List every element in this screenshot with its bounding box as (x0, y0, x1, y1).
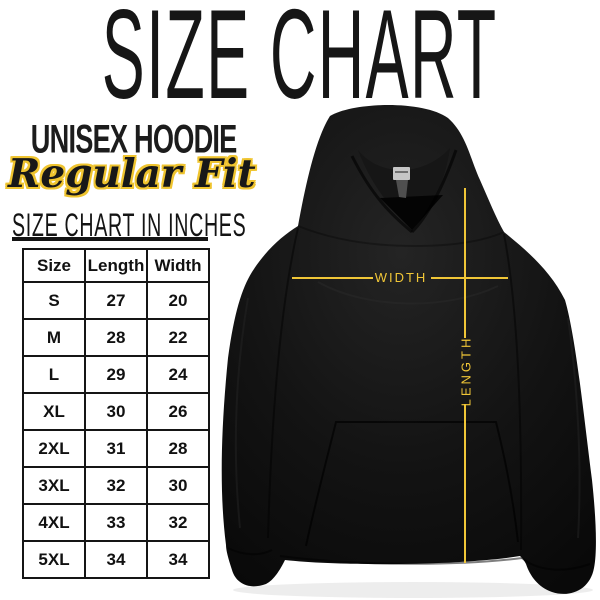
cell-size: XL (22, 392, 86, 431)
cell-size: L (22, 355, 86, 394)
cell-length: 27 (84, 281, 148, 320)
right-sleeve-fold (567, 317, 581, 539)
cell-size: 2XL (22, 429, 86, 468)
table-row: 3XL 32 30 (22, 466, 210, 505)
ground-shadow (233, 582, 593, 598)
width-measurement-label: WIDTH (374, 270, 428, 285)
width-line-left-segment (292, 277, 373, 279)
page-title-text: SIZE CHART (102, 0, 498, 126)
hem-ribbing (279, 555, 523, 565)
cell-size: 4XL (22, 503, 86, 542)
cell-width: 22 (146, 318, 210, 357)
hoodie-body (221, 105, 596, 594)
cell-length: 29 (84, 355, 148, 394)
left-sleeve-seam (267, 227, 299, 539)
cell-length: 28 (84, 318, 148, 357)
cell-size: M (22, 318, 86, 357)
cell-size: 5XL (22, 540, 86, 579)
table-row: 2XL 31 28 (22, 429, 210, 468)
hood-rim-right (410, 149, 458, 234)
hoodie-illustration (221, 105, 596, 598)
size-table: Size Length Width S 27 20 M 28 22 L 29 2… (22, 248, 210, 579)
length-line-bottom-segment (464, 404, 466, 563)
table-row: 4XL 33 32 (22, 503, 210, 542)
cell-size: S (22, 281, 86, 320)
table-row: L 29 24 (22, 355, 210, 394)
page-title: SIZE CHART (0, 0, 600, 119)
neck-tag-flap (396, 180, 408, 198)
left-cuff-ribbing (227, 547, 273, 556)
cell-width: 32 (146, 503, 210, 542)
length-line-top-segment (464, 188, 466, 338)
cell-width: 30 (146, 466, 210, 505)
hood-rim-left (350, 155, 413, 234)
cell-length: 34 (84, 540, 148, 579)
right-cuff-ribbing (521, 557, 591, 571)
hoodie-product-image (218, 98, 600, 600)
length-measurement-label: LENGTH (458, 335, 474, 407)
col-header-size: Size (22, 248, 86, 283)
neck-tag (393, 167, 410, 180)
cell-width: 20 (146, 281, 210, 320)
table-heading: SIZE CHART IN INCHES (12, 207, 247, 243)
chest-fold (317, 281, 499, 305)
cell-length: 32 (84, 466, 148, 505)
cell-length: 30 (84, 392, 148, 431)
cell-width: 26 (146, 392, 210, 431)
right-sleeve-seam (503, 233, 523, 551)
width-line-right-segment (431, 277, 508, 279)
pocket-outline (305, 421, 519, 547)
cell-size: 3XL (22, 466, 86, 505)
cell-width: 28 (146, 429, 210, 468)
table-row: S 27 20 (22, 281, 210, 320)
col-header-length: Length (84, 248, 148, 283)
table-row: 5XL 34 34 (22, 540, 210, 579)
cell-width: 24 (146, 355, 210, 394)
heading-underline (12, 237, 208, 241)
left-sleeve-fold (234, 297, 249, 529)
hood-interior-shadow (380, 195, 443, 230)
table-row: XL 30 26 (22, 392, 210, 431)
table-row: M 28 22 (22, 318, 210, 357)
cell-length: 33 (84, 503, 148, 542)
cell-width: 34 (146, 540, 210, 579)
table-header-row: Size Length Width (22, 248, 210, 283)
shoulder-seam (297, 225, 505, 248)
col-header-width: Width (146, 248, 210, 283)
product-name: UNISEX HOODIE (30, 117, 238, 162)
cell-length: 31 (84, 429, 148, 468)
product-fit: Regular Fit (8, 151, 256, 197)
